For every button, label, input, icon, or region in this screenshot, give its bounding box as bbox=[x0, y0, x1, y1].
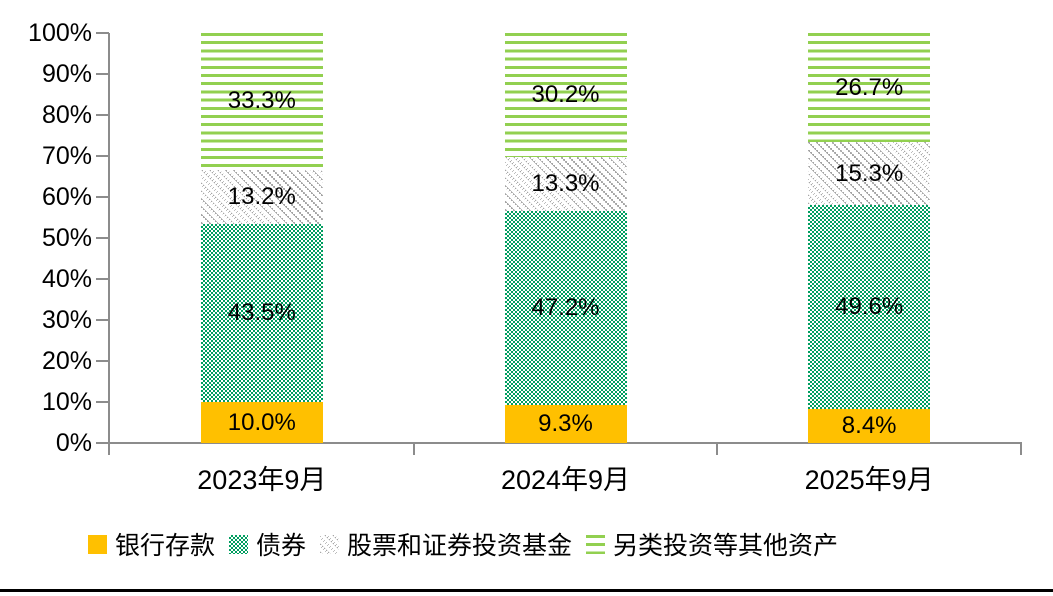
bar-segment: 10.0% bbox=[200, 402, 323, 443]
bottom-divider-line bbox=[0, 589, 1053, 592]
data-label: 9.3% bbox=[538, 409, 593, 437]
legend-label: 银行存款 bbox=[114, 532, 215, 560]
legend: 银行存款 债券 股票和证券投资基金 另类投资等其他资产 bbox=[0, 526, 926, 562]
y-tick-mark bbox=[96, 442, 109, 444]
y-tick-label: 100% bbox=[28, 19, 92, 47]
y-tick-mark bbox=[96, 278, 109, 280]
legend-swatch-icon bbox=[320, 534, 339, 554]
bar-segment: 13.3% bbox=[504, 156, 627, 212]
bar-segment: 15.3% bbox=[808, 142, 931, 206]
y-tick-label: 40% bbox=[41, 265, 92, 293]
y-tick-mark bbox=[96, 401, 109, 403]
y-tick-mark bbox=[96, 237, 109, 239]
x-category-label: 2023年9月 bbox=[197, 465, 327, 495]
y-tick-mark bbox=[96, 360, 109, 362]
y-tick-label: 30% bbox=[41, 306, 92, 334]
data-label: 13.3% bbox=[531, 170, 600, 198]
x-tick-mark bbox=[1020, 442, 1022, 455]
data-label: 33.3% bbox=[227, 87, 296, 115]
y-tick-label: 0% bbox=[55, 429, 92, 457]
data-label: 47.2% bbox=[531, 294, 600, 322]
y-axis-line bbox=[108, 33, 110, 455]
y-tick-mark bbox=[96, 73, 109, 75]
x-axis-line bbox=[96, 442, 1022, 444]
legend-swatch-icon bbox=[586, 534, 606, 554]
x-category-label: 2024年9月 bbox=[500, 465, 631, 495]
bar-segment: 49.6% bbox=[808, 205, 931, 409]
bar-segment: 26.7% bbox=[808, 33, 931, 143]
y-tick-label: 10% bbox=[41, 388, 92, 416]
y-tick-label: 70% bbox=[41, 142, 92, 170]
bar-segment: 43.5% bbox=[200, 223, 323, 402]
y-tick-mark bbox=[96, 196, 109, 198]
y-tick-label: 90% bbox=[41, 60, 92, 88]
bar-segment: 33.3% bbox=[200, 33, 323, 170]
y-tick-mark bbox=[96, 114, 109, 116]
y-tick-label: 80% bbox=[41, 101, 92, 129]
x-category-label: 2025年9月 bbox=[804, 465, 934, 495]
y-tick-mark bbox=[96, 319, 109, 321]
legend-label: 股票和证券投资基金 bbox=[347, 532, 573, 560]
legend-item: 股票和证券投资基金 bbox=[320, 526, 572, 562]
data-label: 8.4% bbox=[841, 411, 897, 439]
stacked-bar: 10.0% 43.5% 13.2% 33.3% bbox=[200, 33, 323, 443]
x-tick-mark bbox=[412, 442, 415, 455]
data-label: 49.6% bbox=[835, 292, 904, 320]
y-tick-mark bbox=[96, 32, 109, 34]
x-tick-mark bbox=[716, 442, 719, 455]
y-tick-mark bbox=[96, 155, 109, 157]
legend-swatch-icon bbox=[228, 534, 248, 554]
legend-item: 另类投资等其他资产 bbox=[586, 526, 838, 562]
bar-segment: 30.2% bbox=[504, 33, 627, 157]
bar-segment: 13.2% bbox=[200, 169, 323, 224]
y-tick-label: 20% bbox=[41, 347, 92, 375]
y-tick-label: 50% bbox=[41, 224, 92, 252]
legend-item: 债券 bbox=[228, 526, 306, 562]
data-label: 30.2% bbox=[531, 80, 600, 108]
data-label: 43.5% bbox=[227, 298, 296, 326]
y-tick-label: 60% bbox=[41, 183, 92, 211]
bar-segment: 8.4% bbox=[808, 408, 931, 443]
legend-swatch-icon bbox=[87, 534, 107, 554]
data-label: 13.2% bbox=[227, 182, 296, 210]
bar-segment: 9.3% bbox=[504, 404, 627, 443]
bar-segment: 47.2% bbox=[504, 211, 627, 405]
legend-item: 银行存款 bbox=[87, 526, 215, 562]
legend-label: 另类投资等其他资产 bbox=[613, 532, 839, 560]
legend-label: 债券 bbox=[255, 532, 306, 560]
stacked-bar: 9.3% 47.2% 13.3% 30.2% bbox=[504, 33, 627, 443]
stacked-bar: 8.4% 49.6% 15.3% 26.7% bbox=[808, 33, 931, 443]
data-label: 10.0% bbox=[227, 408, 296, 436]
data-label: 15.3% bbox=[835, 159, 904, 187]
data-label: 26.7% bbox=[835, 73, 904, 101]
